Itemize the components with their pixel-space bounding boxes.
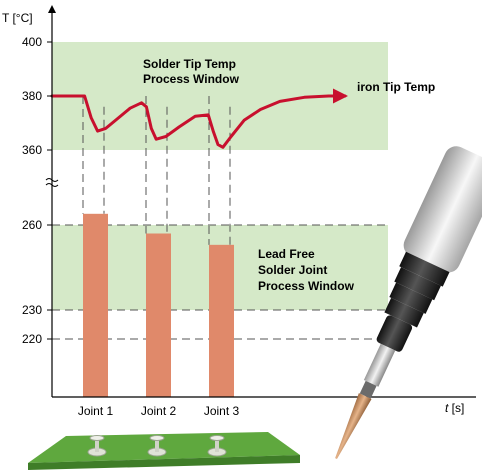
joint-band-label-line-2: Solder Joint (258, 263, 327, 277)
solder-joint-2 (147, 435, 167, 457)
bar-joint-3 (209, 244, 234, 397)
solder-joint-1 (87, 435, 107, 457)
axis-break-mark-top (45, 178, 59, 182)
iron-tip-temp-label: iron Tip Temp (357, 80, 435, 94)
axis-break-mark-bottom (45, 183, 59, 187)
y-axis-arrow (48, 5, 56, 13)
category-label-joint-3: Joint 3 (204, 404, 240, 418)
soldering-iron-illustration (335, 146, 482, 460)
y-tick-label-380: 380 (22, 89, 42, 103)
iron-tip-temp-series (50, 88, 348, 149)
tip-band-label-line-1: Solder Tip Temp (143, 57, 236, 71)
y-tick-label-230: 230 (22, 303, 42, 317)
y-tick-label-220: 220 (22, 332, 42, 346)
circuit-board-illustration (28, 432, 300, 470)
x-axis-label: t [s] (445, 401, 464, 415)
tip-band-label-line-2: Process Window (143, 72, 240, 86)
category-label-joint-2: Joint 2 (141, 404, 177, 418)
joint-band-label-line-1: Lead Free (258, 247, 315, 261)
y-tick-label-360: 360 (22, 143, 42, 157)
bar-joint-2 (146, 233, 171, 397)
y-tick-label-400: 400 (22, 35, 42, 49)
solder-joint-3 (207, 435, 227, 457)
category-label-joint-1: Joint 1 (78, 404, 114, 418)
y-axis-label: T [°C] (2, 11, 33, 25)
y-tick-label-260: 260 (22, 218, 42, 232)
bar-joint-1 (83, 213, 108, 397)
joint-band-label-line-3: Process Window (258, 279, 355, 293)
